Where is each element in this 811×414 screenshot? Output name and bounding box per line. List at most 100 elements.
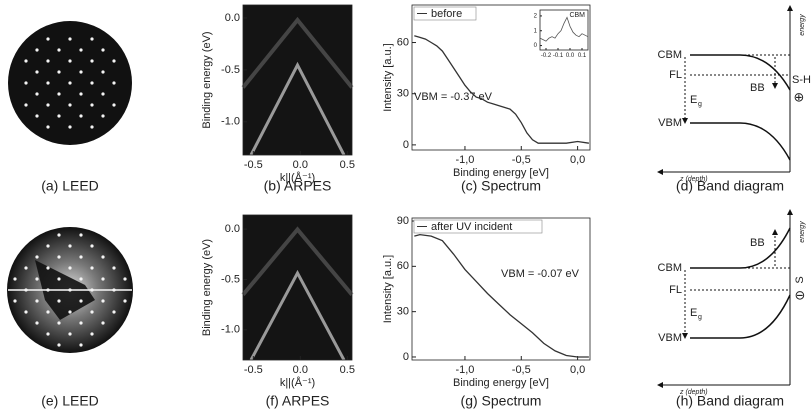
x-axis-label: k||(Å⁻¹) [280,171,315,184]
leed-spot [79,92,83,96]
caption: (g) Spectrum [461,393,542,409]
x-tick-label: 0.0 [293,364,308,376]
caption: (d) Band diagram [676,178,784,194]
y-tick-label: -0.5 [221,273,240,285]
leed-spot [35,299,39,303]
y-tick-label: 0 [403,351,409,363]
leed-spot [68,244,72,248]
leed-spot [46,310,50,314]
leed-spot [90,244,94,248]
leed-spot [90,37,94,41]
arpes-band [249,61,346,156]
plot-frame [242,214,353,361]
x-tick-label: 0.5 [340,159,355,171]
leed-spot [57,48,61,52]
leed-spot [90,59,94,63]
fl-label: FL [669,284,682,296]
annotation: VBM = -0.07 eV [501,268,580,280]
leed-spot [57,92,61,96]
leed-spot [35,321,39,325]
leed-spot [123,277,127,281]
band-diagram: CBM FL VBM E g BB S-H ⊕ energy z (depth)… [657,5,811,409]
leed-spot [24,103,28,107]
leed-spot [57,277,61,281]
caption: (b) ARPES [264,178,332,194]
leed-spot [46,103,50,107]
leed-spot [68,310,72,314]
arpes-band [241,226,354,297]
leed-spot [57,114,61,118]
plot-frame [411,4,591,151]
x-tick-label: -0,5 [512,154,531,166]
inset-title: CBM [569,12,585,19]
plot-frame [411,217,591,361]
arpes-image [243,5,352,155]
leed-pattern [8,21,132,145]
y-tick-label: 60 [397,260,409,272]
x-axis-label: k||(Å⁻¹) [280,376,315,389]
x-tick-label: -0.5 [244,364,263,376]
leed-spot [46,125,50,129]
leed-spot [68,125,72,129]
leed-spot [112,266,116,270]
leed-spot [79,321,83,325]
y-tick-label: -1.0 [221,116,240,128]
x-tick-label: 0.1 [578,53,587,59]
x-tick-label: 0,0 [570,364,585,376]
bb-label: BB [750,82,765,94]
x-tick-label: -0.2 [541,53,552,59]
leed-spot [112,103,116,107]
leed-spot [46,59,50,63]
leed-spot [46,81,50,85]
x-tick-label: 0,0 [570,154,585,166]
legend-label: after UV incident [431,221,512,233]
axis-label: z (depth) [679,389,708,396]
leed-spot [24,288,28,292]
caption: (e) LEED [41,393,99,409]
y-tick-label: 30 [397,88,409,100]
leed-spot [57,299,61,303]
leed-pattern [7,227,133,353]
leed-spot [35,48,39,52]
cbm-label: CBM [658,262,682,274]
caption: (a) LEED [41,178,99,194]
leed-spot [79,299,83,303]
x-tick-label: -0,5 [512,364,531,376]
data-line [539,16,589,42]
leed-spot [24,310,28,314]
leed-spot [46,266,50,270]
leed-spot [35,255,39,259]
annotation: VBM = -0.37 eV [414,91,493,103]
y-tick-label: 90 [397,215,409,227]
leed-spot [46,244,50,248]
leed-spot [24,266,28,270]
caption: (c) Spectrum [461,178,541,194]
x-tick-label: 0.5 [340,364,355,376]
legend-box [413,219,543,234]
leed-spot [68,37,72,41]
leed-spot [46,37,50,41]
plot-frame [242,4,353,156]
leed-spot [57,343,61,347]
y-tick-label: 1 [534,28,538,34]
cbm-label: CBM [658,49,682,61]
x-axis-label: Binding energy [eV] [453,377,549,389]
x-axis-label: Binding energy [eV] [453,167,549,179]
data-line [414,233,589,358]
leed-spot [112,288,116,292]
leed-spot [79,48,83,52]
y-tick-label: -1.0 [221,324,240,336]
leed-spot [90,266,94,270]
leed-spot [90,288,94,292]
leed-spot [13,277,17,281]
y-axis-label: Binding energy (eV) [201,239,213,336]
leed-spot [101,299,105,303]
eg-sub: g [698,101,702,108]
leed-spot [57,321,61,325]
legend-box [413,6,477,21]
leed-spot [24,59,28,63]
leed-spot [112,310,116,314]
y-axis-label: Binding energy (eV) [201,31,213,128]
x-tick-label: 0.0 [566,53,575,59]
leed-spot [112,59,116,63]
